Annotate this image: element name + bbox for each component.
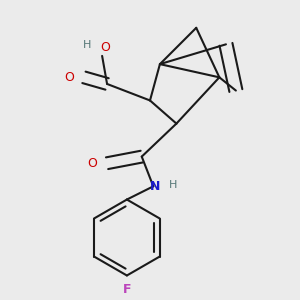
Text: O: O <box>64 71 74 84</box>
Text: F: F <box>123 283 131 296</box>
Text: O: O <box>100 41 110 54</box>
Text: O: O <box>87 157 97 170</box>
Text: N: N <box>150 180 160 193</box>
Text: H: H <box>83 40 92 50</box>
Text: H: H <box>169 180 177 190</box>
